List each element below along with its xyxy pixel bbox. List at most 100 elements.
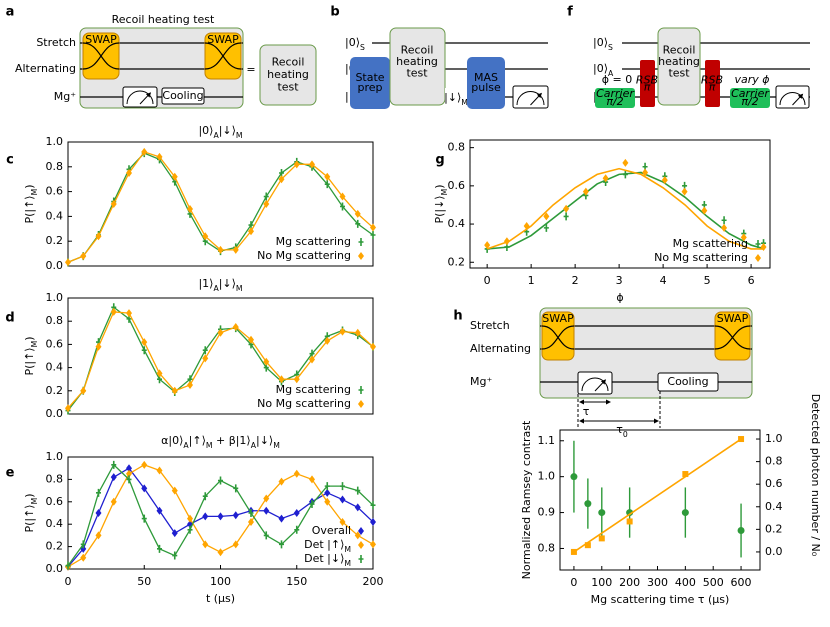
marker	[543, 212, 550, 221]
marker	[187, 514, 193, 523]
marker	[157, 544, 162, 553]
marker	[80, 553, 87, 562]
meter-dial	[516, 91, 545, 106]
marker	[598, 535, 605, 542]
panel-letter: e	[6, 466, 15, 481]
marker	[141, 484, 148, 493]
y-tick-label: 0.4	[448, 217, 466, 230]
legend-label: No Mg scattering	[257, 249, 351, 262]
y2-tick-label: 0.8	[765, 455, 783, 468]
marker	[126, 464, 132, 473]
marker	[126, 169, 132, 177]
marker	[324, 336, 331, 345]
box-label: heating	[658, 55, 700, 68]
marker	[65, 404, 71, 413]
y2-tick-label: 0.4	[765, 500, 783, 513]
marker	[324, 482, 330, 491]
marker	[248, 517, 254, 526]
marker	[80, 386, 87, 395]
marker	[141, 338, 148, 347]
marker	[65, 561, 71, 570]
marker	[626, 509, 634, 517]
y-tick-label: 0.6	[46, 495, 64, 508]
marker	[484, 241, 491, 250]
plot-frame	[67, 141, 374, 267]
x-tick-label: 150	[286, 575, 307, 588]
marker	[622, 158, 629, 167]
marker	[171, 486, 178, 495]
y-tick-label: 1.0	[538, 470, 556, 483]
marker	[95, 509, 102, 517]
phase-label: vary ϕ	[734, 73, 769, 86]
y-axis-label: P(|↑⟩M)	[23, 493, 39, 532]
box-label: Recoil	[272, 55, 305, 68]
marker	[309, 500, 315, 509]
marker	[202, 512, 209, 521]
marker	[324, 180, 330, 189]
marker	[171, 386, 178, 395]
marker	[263, 494, 270, 503]
panel-letter: f	[567, 5, 573, 20]
x-tick-label: 100	[210, 575, 231, 588]
x-tick-label: 0	[484, 274, 491, 287]
x-tick-label: 3	[616, 274, 623, 287]
row-label: Alternating	[470, 342, 531, 355]
marker	[248, 509, 254, 517]
box-label: test	[668, 67, 690, 80]
plot-frame	[559, 429, 761, 571]
legend-label: Overall	[312, 524, 351, 537]
x-tick-label: 200	[619, 576, 640, 589]
marker	[96, 488, 101, 497]
mas-box	[467, 57, 505, 109]
box-label: RSB	[636, 74, 658, 87]
gate-label: Cooling	[162, 89, 203, 102]
fit-line	[573, 438, 742, 553]
marker	[293, 160, 300, 169]
legend-marker	[358, 541, 364, 549]
swap-gate	[714, 311, 751, 361]
legend-marker	[755, 254, 761, 262]
marker	[65, 258, 71, 267]
marker	[111, 460, 117, 469]
y-tick-label: 0.0	[46, 259, 64, 272]
marker	[738, 436, 745, 443]
legend-label: No Mg scattering	[654, 251, 748, 264]
box-label: π	[709, 80, 716, 93]
marker	[642, 168, 649, 177]
y-tick-label: 0.4	[46, 517, 64, 530]
y-tick-label: 0.6	[448, 179, 466, 192]
row-label: Mg⁺	[54, 90, 76, 103]
gate-label: Cooling	[667, 375, 708, 388]
y2-tick-label: 1.0	[765, 432, 783, 445]
panel-letter: a	[6, 5, 15, 20]
marker	[278, 514, 285, 523]
meter	[577, 371, 613, 395]
legend-label: No Mg scattering	[257, 397, 351, 410]
legend-label: Det |↑⟩M	[304, 538, 351, 554]
marker	[293, 509, 300, 517]
marker	[217, 245, 224, 254]
meter-dial	[126, 90, 154, 105]
x-tick-label: 500	[703, 576, 724, 589]
x-tick-label: 100	[591, 576, 612, 589]
meter-needle	[530, 92, 542, 106]
marker	[293, 375, 300, 384]
marker	[584, 542, 591, 549]
legend-label: Mg scattering	[673, 237, 748, 250]
marker	[217, 512, 224, 521]
marker	[232, 540, 239, 549]
panel-letter: b	[330, 5, 339, 20]
marker	[701, 206, 708, 215]
panel-letter: c	[6, 153, 14, 168]
marker	[126, 309, 132, 318]
marker	[760, 242, 767, 251]
tau-label: τ	[583, 405, 590, 418]
marker	[354, 531, 361, 540]
test-box	[657, 27, 701, 106]
panel-letter: h	[453, 309, 462, 324]
panel-letter: d	[5, 311, 14, 326]
meter-needle	[792, 93, 804, 106]
marker	[218, 476, 223, 485]
legend-marker	[358, 238, 364, 246]
marker	[95, 531, 102, 540]
